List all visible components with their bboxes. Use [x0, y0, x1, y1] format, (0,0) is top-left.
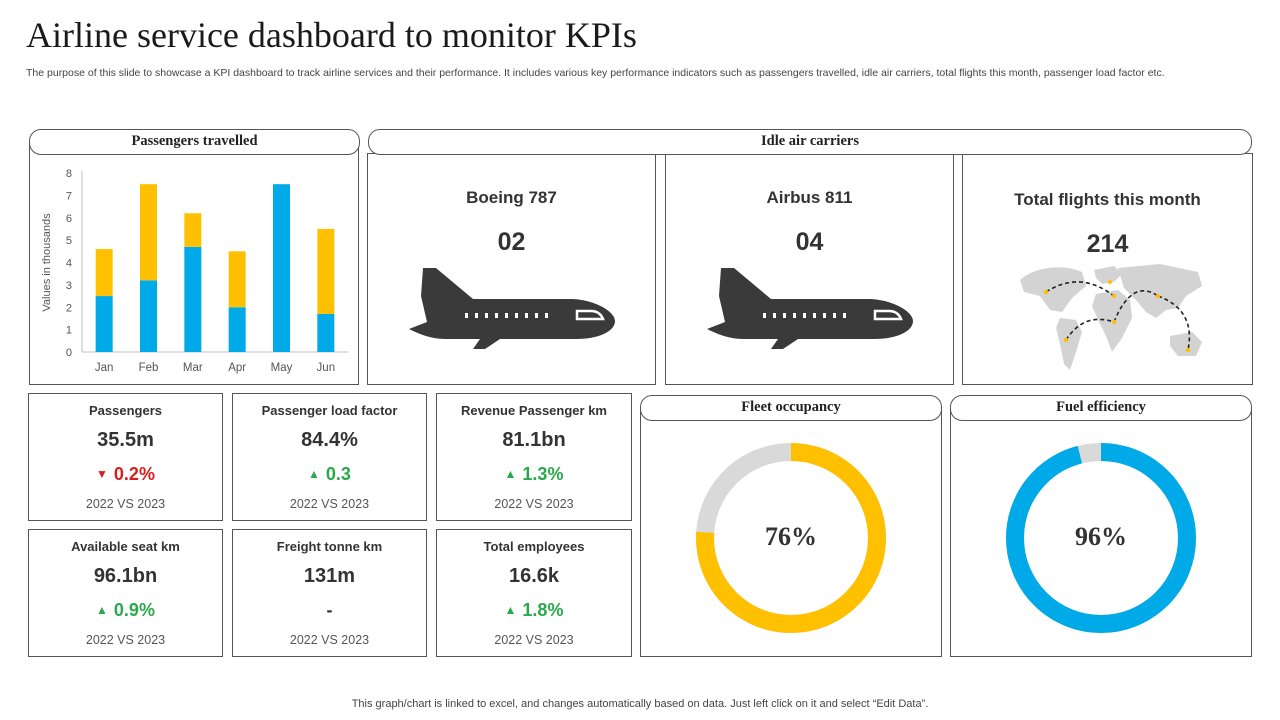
world-map-icon: [1020, 264, 1202, 370]
kpi-title: Passenger load factor: [261, 403, 398, 418]
y-tick-label: 8: [66, 168, 72, 180]
total-flights-value: 214: [1086, 230, 1129, 258]
page-title: Airline service dashboard to monitor KPI…: [26, 15, 637, 55]
kpi-period: 2022 VS 2023: [494, 497, 574, 511]
kpi-change: ▼ 0.2%: [29, 464, 222, 485]
kpi-card-available-seat-km[interactable]: Available seat km 96.1bn ▲ 0.9% 2022 VS 2…: [28, 529, 223, 657]
kpi-value: 16.6k: [508, 565, 560, 587]
idle-carriers-tab: Idle air carriers: [368, 129, 1252, 155]
kpi-period: 2022 VS 2023: [289, 497, 370, 511]
kpi-period: 2022 VS 2023: [494, 633, 574, 647]
bar-segment: [317, 313, 335, 352]
kpi-change-value: 0.2%: [113, 464, 155, 484]
fleet-occupancy-value: 76%: [765, 522, 817, 551]
airplane-icon: [409, 268, 615, 349]
fleet-occupancy-donut[interactable]: [641, 408, 941, 656]
kpi-change: ▲ 0.3: [233, 464, 426, 485]
kpi-card-load-factor[interactable]: Passenger load factor 84.4% ▲ 0.3 2022 VS…: [232, 393, 427, 521]
bar-segment: [228, 307, 246, 352]
bar-segment: [95, 296, 113, 352]
passengers-chart-panel[interactable]: 0 1 2 3 4 5 6 7 8 Values in thousands Jan Feb Mar Apr…: [29, 141, 359, 385]
carrier-name: Airbus 811: [766, 188, 853, 207]
fuel-efficiency-value: 96%: [1075, 522, 1127, 551]
kpi-value: 84.4%: [301, 429, 358, 451]
passengers-tab: Passengers travelled: [29, 129, 360, 155]
arrow-up-icon: ▲: [504, 467, 517, 481]
kpi-title: Passengers: [89, 403, 162, 418]
x-tick-label: Apr: [228, 362, 246, 374]
page-description: The purpose of this slide to showcase a …: [26, 67, 1165, 79]
kpi-period: 2022 VS 2023: [85, 633, 166, 647]
y-tick-label: 1: [66, 325, 72, 337]
kpi-title: Available seat km: [71, 539, 180, 554]
arrow-up-icon: ▲: [308, 467, 320, 481]
kpi-title: Freight tonne km: [276, 539, 383, 554]
bar-segment: [228, 251, 246, 308]
kpi-period: 2022 VS 2023: [85, 497, 166, 511]
fleet-occupancy-panel[interactable]: 76%: [640, 407, 942, 657]
x-tick-label: Jan: [95, 362, 114, 374]
x-tick-label: Jun: [317, 362, 336, 374]
bar-segment: [184, 246, 202, 352]
kpi-value: 35.5m: [97, 429, 154, 451]
x-tick-label: Feb: [139, 362, 159, 374]
y-tick-label: 2: [66, 302, 72, 314]
total-flights-card[interactable]: Total flights this month 214: [962, 153, 1253, 385]
y-tick-label: 6: [66, 213, 72, 225]
bar-segment: [140, 280, 157, 352]
arrow-up-icon: ▲: [96, 603, 108, 617]
kpi-change: ▲ 1.8%: [437, 600, 631, 621]
passengers-bar-chart[interactable]: 0 1 2 3 4 5 6 7 8 Values in thousands Jan Feb Mar Apr…: [30, 142, 358, 384]
fuel-efficiency-donut[interactable]: [951, 408, 1251, 656]
kpi-change: ▲ 0.9%: [29, 600, 222, 621]
donut-value-arc: [1006, 443, 1196, 633]
y-tick-label: 5: [66, 235, 72, 247]
kpi-card-passengers[interactable]: Passengers 35.5m ▼ 0.2% 2022 VS 2023: [28, 393, 223, 521]
kpi-card-revenue-passenger-km[interactable]: Revenue Passenger km 81.1bn ▲ 1.3% 2022 V…: [436, 393, 632, 521]
x-tick-label: Mar: [183, 362, 203, 374]
kpi-title: Revenue Passenger km: [461, 403, 607, 418]
boeing-card[interactable]: Boeing 787 02: [367, 153, 656, 385]
kpi-change-value: 0.3: [325, 464, 351, 484]
x-tick-label: May: [271, 362, 293, 374]
bar-segment: [184, 213, 202, 247]
footer-note: This graph/chart is linked to excel, and…: [351, 698, 929, 710]
y-axis-title: Values in thousands: [41, 213, 53, 312]
kpi-change-value: 1.3%: [522, 464, 564, 484]
kpi-change-value: -: [326, 600, 333, 620]
airbus-card[interactable]: Airbus 811 04: [665, 153, 954, 385]
y-tick-label: 0: [66, 347, 72, 359]
kpi-value: 96.1bn: [93, 565, 158, 587]
bar-segment: [140, 184, 157, 281]
kpi-change-value: 1.8%: [522, 600, 564, 620]
kpi-card-total-employees[interactable]: Total employees 16.6k ▲ 1.8% 2022 VS 2023: [436, 529, 632, 657]
kpi-value: 131m: [303, 565, 356, 587]
carrier-count: 04: [795, 228, 824, 256]
kpi-value: 81.1bn: [502, 429, 566, 451]
airplane-icon: [707, 268, 913, 349]
fuel-efficiency-panel[interactable]: 96%: [950, 407, 1252, 657]
carrier-name: Boeing 787: [466, 188, 557, 207]
donut-value-arc: [696, 443, 886, 633]
kpi-change: -: [233, 600, 426, 621]
kpi-title: Total employees: [483, 539, 585, 554]
carrier-count: 02: [497, 228, 526, 256]
kpi-change: ▲ 1.3%: [437, 464, 631, 485]
bar-segment: [317, 228, 335, 314]
fleet-occupancy-tab: Fleet occupancy: [640, 395, 942, 421]
arrow-up-icon: ▲: [504, 603, 517, 617]
kpi-change-value: 0.9%: [113, 600, 155, 620]
bar-segment: [95, 249, 113, 297]
total-flights-label: Total flights this month: [1014, 190, 1201, 209]
fuel-efficiency-tab: Fuel efficiency: [950, 395, 1252, 421]
kpi-period: 2022 VS 2023: [289, 633, 370, 647]
y-tick-label: 3: [66, 280, 72, 292]
arrow-down-icon: ▼: [96, 467, 108, 481]
bar-segment: [273, 184, 290, 352]
kpi-card-freight-tonne-km[interactable]: Freight tonne km 131m - 2022 VS 2023: [232, 529, 427, 657]
y-tick-label: 4: [66, 258, 72, 270]
y-tick-label: 7: [66, 190, 72, 202]
